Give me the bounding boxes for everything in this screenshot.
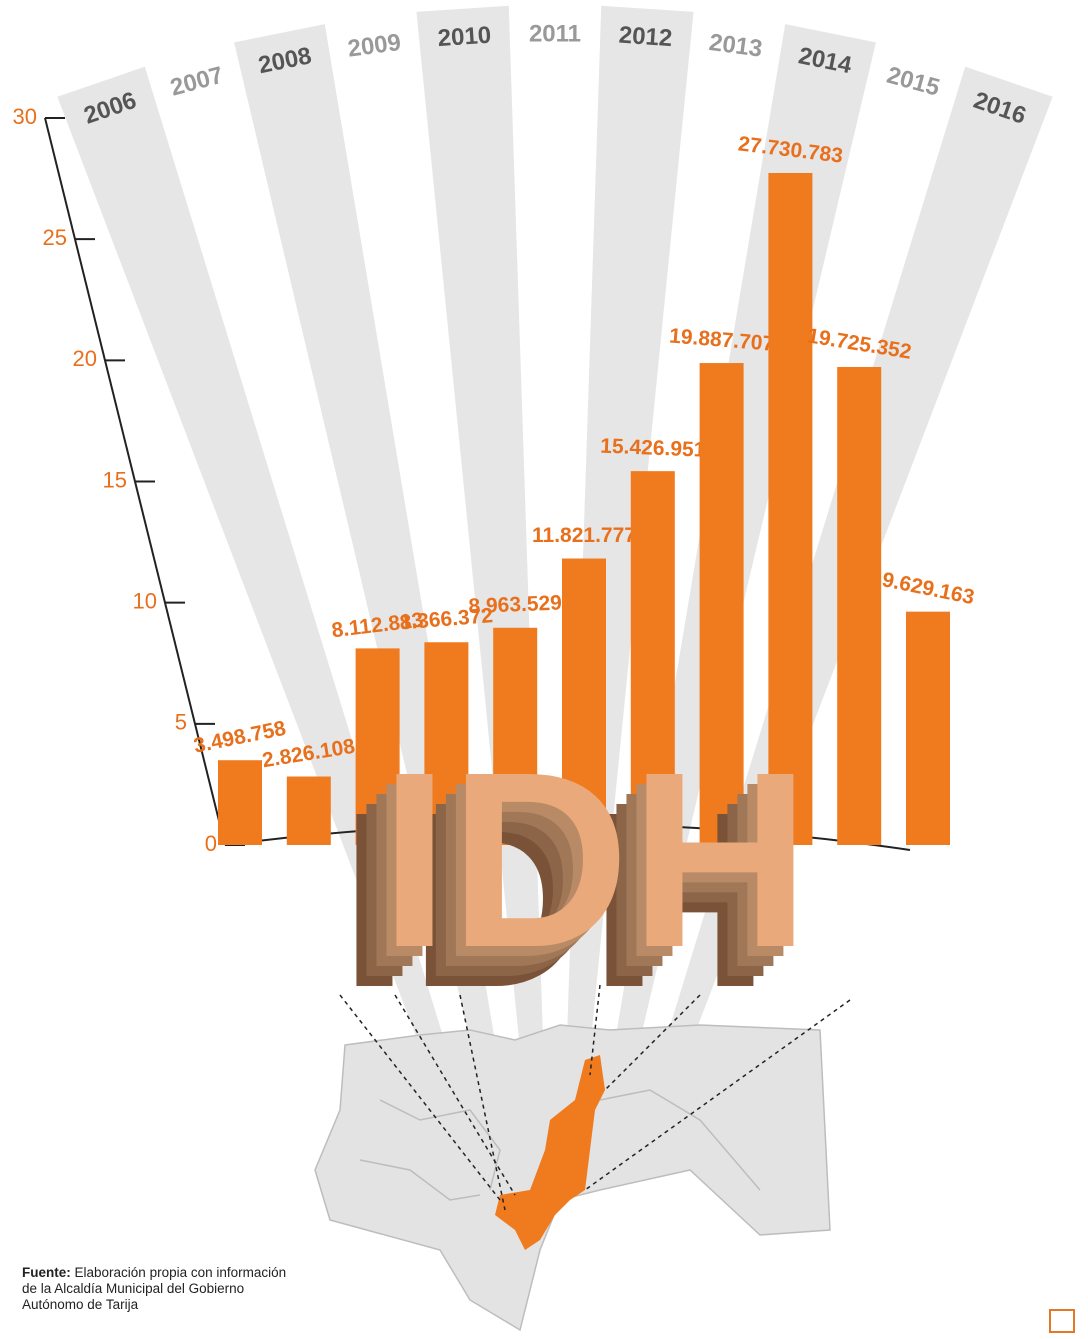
x-tick-label: 2011 bbox=[529, 20, 581, 47]
value-label: 8.963.529 bbox=[468, 591, 562, 618]
map-highlight bbox=[495, 1055, 605, 1250]
y-tick-label: 0 bbox=[205, 831, 217, 856]
x-tick-label: 2013 bbox=[707, 29, 763, 63]
value-label: 11.821.777 bbox=[532, 524, 636, 547]
connector-lines bbox=[339, 984, 851, 1211]
map-border bbox=[599, 1089, 761, 1191]
idh-depth: IDH bbox=[340, 760, 771, 1039]
map bbox=[314, 984, 851, 1332]
y-tick-label: 20 bbox=[73, 346, 97, 371]
bar bbox=[699, 363, 744, 845]
bar bbox=[562, 558, 606, 845]
x-tick-label: 2010 bbox=[437, 22, 492, 52]
idh-depth: IDH bbox=[370, 730, 801, 1009]
idh-depth: IDH bbox=[350, 750, 781, 1029]
source-label: Fuente: bbox=[22, 1265, 71, 1280]
source-note: Fuente: Elaboración propia con informaci… bbox=[22, 1265, 292, 1313]
bar bbox=[906, 611, 950, 845]
bar bbox=[493, 627, 538, 845]
bar bbox=[768, 172, 813, 845]
idh-face: IDH bbox=[380, 720, 811, 999]
bar bbox=[837, 366, 882, 845]
bar bbox=[424, 642, 469, 845]
bar bbox=[286, 776, 331, 845]
y-tick-label: 15 bbox=[103, 467, 127, 492]
y-tick-label: 5 bbox=[175, 710, 187, 735]
logo bbox=[1049, 1309, 1075, 1333]
x-tick-label: 2009 bbox=[346, 29, 402, 63]
x-tick-label: 2015 bbox=[884, 62, 943, 102]
idh-depth: IDH bbox=[360, 740, 791, 1019]
y-tick-label: 25 bbox=[43, 225, 67, 250]
map-border bbox=[359, 1159, 481, 1201]
map-border bbox=[379, 1099, 501, 1191]
x-tick-label: 2012 bbox=[618, 22, 673, 52]
idh-logo: IDH IDH IDH IDH IDH bbox=[340, 720, 811, 1039]
bar bbox=[630, 471, 675, 845]
source-text: Elaboración propia con información de la… bbox=[22, 1265, 287, 1312]
value-label: 15.426.951 bbox=[600, 435, 706, 462]
x-tick-label: 2007 bbox=[168, 62, 227, 102]
y-tick-label: 10 bbox=[133, 588, 157, 613]
bar bbox=[218, 760, 262, 845]
year-stripe bbox=[57, 66, 467, 1120]
bar bbox=[355, 648, 400, 845]
y-tick-label: 30 bbox=[13, 104, 37, 129]
value-label: 9.629.163 bbox=[880, 568, 976, 609]
